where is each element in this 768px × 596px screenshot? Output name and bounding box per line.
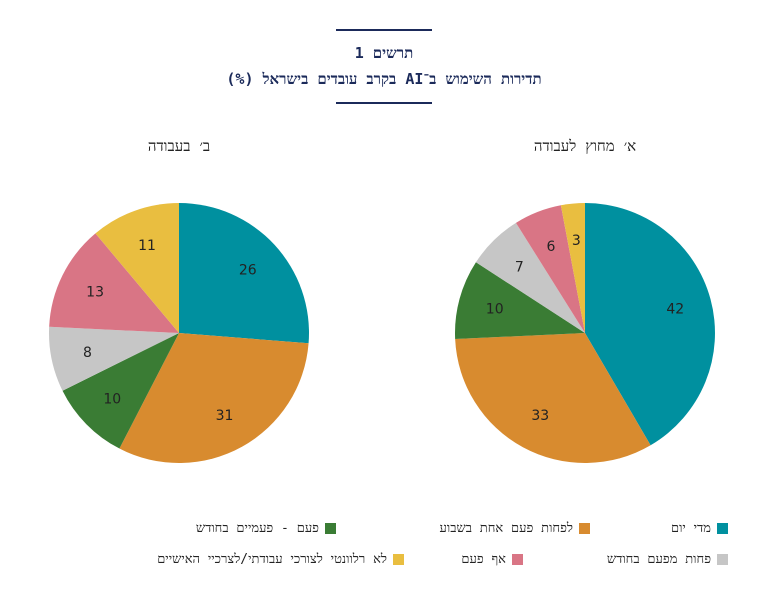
pie-outside-work-label-less-than-monthly: 7 [515,259,524,275]
pie-at-work-slice-never [49,233,180,333]
pie-outside-work-slice-monthly [454,262,585,340]
pie-outside-work-slice-less-than-monthly [475,222,585,333]
pie-outside-work-label-not-relevant: 3 [572,233,581,249]
legend-item-never: אף פעם [461,551,523,567]
pie-outside-work-label-weekly: 33 [531,408,549,424]
legend-swatch-daily [717,522,728,534]
pie-at-work-label-weekly: 31 [216,408,234,424]
pie-at-work-label-less-than-monthly: 8 [83,345,92,361]
chart-b-title: ב׳ בעבודה [147,137,211,155]
pie-outside-work-slice-never [515,205,585,333]
legend-label-monthly: פעם - פעמיים בחודש [195,521,319,536]
pie-chart-outside-work: 42 33 10 7 6 3 [454,203,715,463]
figure-title: תדירות השימוש ב־AI בקרב עובדים בישראל (%… [226,70,542,88]
legend-swatch-monthly [325,522,336,534]
pie-at-work-slice-weekly [119,333,309,464]
figure-label: תרשים 1 [354,44,414,62]
title-bottom-rule [336,102,432,104]
legend-swatch-less-than-monthly [717,553,728,565]
chart-a-title: א׳ מחוץ לעבודה [533,137,637,155]
legend-label-weekly: לפחות פעם אחת בשבוע [439,521,573,536]
legend-label-less-than-monthly: פחות מפעם בחודש [606,552,711,567]
legend-item-not-relevant: לא רלוונטי לצורכי עבודתי/לצרכיי האישיים [157,551,404,567]
legend-label-daily: מדי יום [670,521,711,536]
legend-item-less-than-monthly: פחות מפעם בחודש [607,551,728,567]
pie-at-work-slice-less-than-monthly [49,326,179,391]
legend-swatch-never [512,553,523,565]
legend-swatch-weekly [579,522,590,534]
legend-item-monthly: פעם - פעמיים בחודש [196,520,336,536]
pie-chart-at-work: 26 31 10 8 13 11 [49,203,309,464]
legend-item-daily: מדי יום [671,520,728,536]
pie-outside-work-label-monthly: 10 [486,302,504,318]
legend-label-not-relevant: לא רלוונטי לצורכי עבודתי/לצרכיי האישיים [157,552,387,567]
pie-at-work-label-daily: 26 [239,263,257,279]
pie-outside-work-slice-weekly [455,333,651,463]
pie-at-work-slice-monthly [62,333,179,449]
legend-item-weekly: לפחות פעם אחת בשבוע [440,520,590,536]
pie-at-work-slice-not-relevant [95,203,179,333]
pie-outside-work-label-never: 6 [546,239,555,255]
legend-label-never: אף פעם [461,552,506,567]
pie-outside-work-slice-daily [585,203,715,446]
pie-at-work-label-never: 13 [86,284,104,300]
pie-outside-work-slice-not-relevant [560,203,585,333]
legend-swatch-not-relevant [393,553,404,565]
title-top-rule [336,29,432,31]
pie-outside-work-label-daily: 42 [666,302,684,318]
pie-at-work-slice-daily [179,203,309,344]
pie-at-work-label-not-relevant: 11 [138,238,156,254]
pie-at-work-label-monthly: 10 [103,392,121,408]
